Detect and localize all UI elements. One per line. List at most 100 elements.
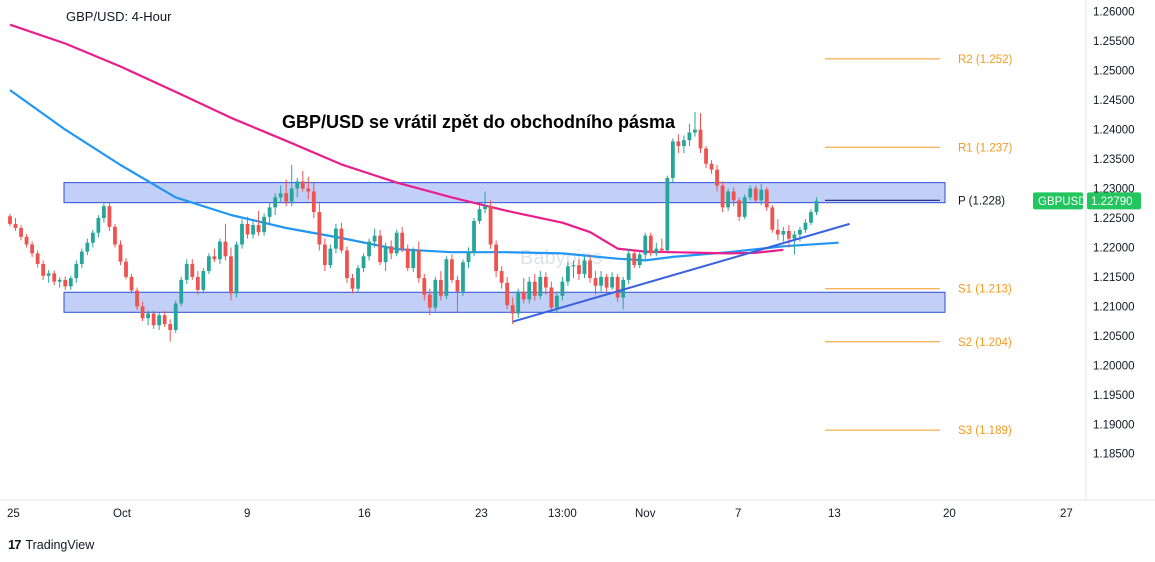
candle[interactable] xyxy=(124,258,128,280)
candle[interactable] xyxy=(516,288,521,319)
candle[interactable] xyxy=(764,187,769,211)
candle[interactable] xyxy=(240,219,244,249)
candle[interactable] xyxy=(168,319,173,342)
candle[interactable] xyxy=(394,229,399,257)
candle[interactable] xyxy=(803,219,808,233)
candle[interactable] xyxy=(146,310,150,326)
candle[interactable] xyxy=(102,203,106,223)
candle[interactable] xyxy=(560,276,565,301)
candle[interactable] xyxy=(543,272,548,295)
candle[interactable] xyxy=(46,269,51,283)
candle[interactable] xyxy=(74,260,79,283)
candle[interactable] xyxy=(317,203,322,251)
candle[interactable] xyxy=(234,241,239,298)
candle[interactable] xyxy=(339,222,344,254)
candle[interactable] xyxy=(494,240,499,277)
candle[interactable] xyxy=(549,281,554,313)
candle[interactable] xyxy=(416,241,421,283)
candle[interactable] xyxy=(300,170,305,192)
ascending-trendline[interactable] xyxy=(512,222,850,323)
candle[interactable] xyxy=(267,203,272,224)
candle[interactable] xyxy=(306,176,311,200)
candle[interactable] xyxy=(538,271,543,300)
candle[interactable] xyxy=(350,273,355,294)
candle[interactable] xyxy=(626,248,631,285)
candle[interactable] xyxy=(173,300,178,333)
candle[interactable] xyxy=(411,247,416,273)
candle[interactable] xyxy=(278,185,283,202)
candle[interactable] xyxy=(687,123,692,147)
candle[interactable] xyxy=(720,181,725,213)
candle[interactable] xyxy=(488,200,493,249)
candle[interactable] xyxy=(118,240,123,266)
sma-slow-line[interactable] xyxy=(9,23,784,255)
candle[interactable] xyxy=(400,226,405,253)
candle[interactable] xyxy=(212,248,217,263)
candle[interactable] xyxy=(218,238,222,264)
candle[interactable] xyxy=(107,202,112,231)
candle[interactable] xyxy=(433,276,438,312)
candle[interactable] xyxy=(676,134,681,154)
candle[interactable] xyxy=(273,193,278,216)
candle[interactable] xyxy=(52,270,57,286)
current-price-tag[interactable]: GBPUSD 1.22790 xyxy=(1033,192,1141,210)
candle[interactable] xyxy=(13,217,18,231)
candle[interactable] xyxy=(79,248,84,269)
candle[interactable] xyxy=(693,111,697,137)
level-r1[interactable]: R1 (1.237) xyxy=(825,142,1013,154)
candle[interactable] xyxy=(245,216,250,239)
candle[interactable] xyxy=(289,164,294,207)
candle[interactable] xyxy=(201,268,206,294)
candle[interactable] xyxy=(284,179,289,207)
candle[interactable] xyxy=(571,260,576,279)
price-axis[interactable]: 1.26000 1.25500 1.25000 1.24500 1.24000 … xyxy=(1093,7,1135,461)
candle[interactable] xyxy=(709,160,714,174)
candle[interactable] xyxy=(206,253,211,274)
candle[interactable] xyxy=(367,238,371,261)
level-p[interactable]: P (1.228) xyxy=(825,195,1005,207)
candle[interactable] xyxy=(383,242,388,272)
candle[interactable] xyxy=(566,262,570,286)
candle[interactable] xyxy=(8,213,12,227)
candle[interactable] xyxy=(753,185,758,204)
candle[interactable] xyxy=(113,223,117,248)
candle[interactable] xyxy=(577,259,581,280)
candle[interactable] xyxy=(372,228,377,248)
candle[interactable] xyxy=(19,225,23,241)
support-zone[interactable] xyxy=(63,291,946,313)
candle[interactable] xyxy=(505,276,510,310)
candle[interactable] xyxy=(704,146,708,168)
candle[interactable] xyxy=(632,250,637,269)
candle[interactable] xyxy=(262,213,267,236)
candle[interactable] xyxy=(599,271,603,292)
candle[interactable] xyxy=(654,242,659,257)
candle[interactable] xyxy=(731,187,736,207)
candle[interactable] xyxy=(68,275,73,290)
candle[interactable] xyxy=(427,288,432,316)
candle[interactable] xyxy=(30,241,34,257)
level-s1[interactable]: S1 (1.213) xyxy=(825,284,1012,296)
candle[interactable] xyxy=(345,246,349,283)
candle[interactable] xyxy=(184,259,189,285)
level-s2[interactable]: S2 (1.204) xyxy=(825,337,1012,349)
candle[interactable] xyxy=(682,135,686,154)
candle[interactable] xyxy=(637,250,642,269)
candle[interactable] xyxy=(334,223,338,254)
level-s3[interactable]: S3 (1.189) xyxy=(825,425,1012,437)
candle[interactable] xyxy=(665,175,670,254)
candle[interactable] xyxy=(698,113,703,154)
candle[interactable] xyxy=(521,278,526,304)
candle[interactable] xyxy=(140,301,145,322)
candle[interactable] xyxy=(593,271,598,295)
candle[interactable] xyxy=(499,266,504,289)
candle[interactable] xyxy=(477,205,482,224)
candle[interactable] xyxy=(63,276,68,290)
candle[interactable] xyxy=(742,194,747,220)
sma-fast-line[interactable] xyxy=(9,89,839,262)
candle[interactable] xyxy=(322,238,327,272)
candle[interactable] xyxy=(582,256,587,279)
candle[interactable] xyxy=(643,232,648,260)
candle[interactable] xyxy=(356,265,360,292)
candle[interactable] xyxy=(251,220,255,239)
